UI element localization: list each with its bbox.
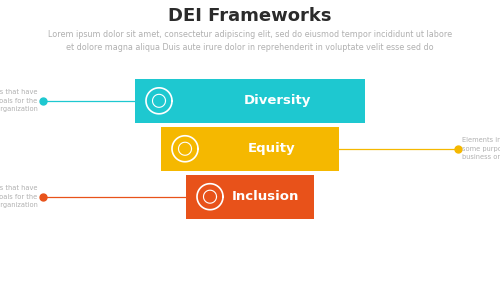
Text: Inclusion: Inclusion bbox=[232, 190, 299, 203]
Text: Elements in the subjects that have
some purposes and goals for the
business or c: Elements in the subjects that have some … bbox=[0, 185, 38, 208]
Text: Equity: Equity bbox=[248, 142, 295, 155]
Bar bbox=[135, 79, 365, 123]
Text: Lorem ipsum dolor sit amet, consectetur adipiscing elit, sed do eiusmod tempor i: Lorem ipsum dolor sit amet, consectetur … bbox=[48, 30, 452, 52]
Text: Diversity: Diversity bbox=[244, 94, 312, 107]
Bar bbox=[161, 127, 339, 171]
Text: Elements in the subjects that have
some purposes and goals for the
business or c: Elements in the subjects that have some … bbox=[0, 89, 38, 112]
Text: DEI Frameworks: DEI Frameworks bbox=[168, 7, 332, 25]
Bar bbox=[186, 175, 314, 219]
Text: Elements in the subjects that have
some purposes and goals for the
business or c: Elements in the subjects that have some … bbox=[462, 137, 500, 160]
